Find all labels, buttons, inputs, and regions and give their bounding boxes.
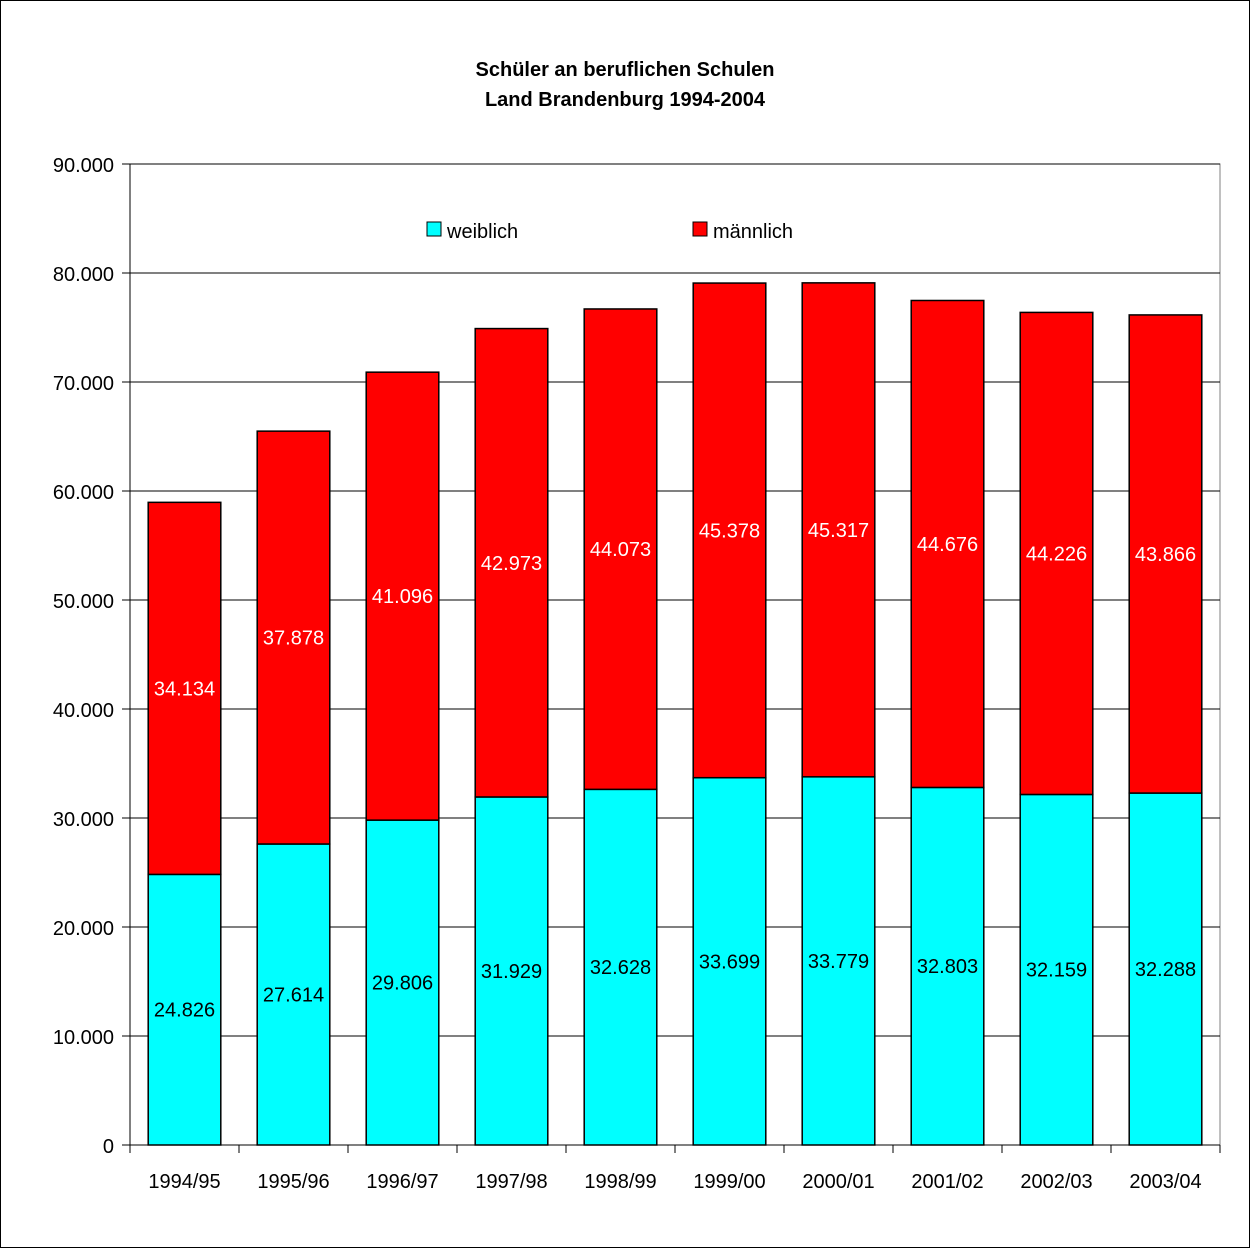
legend-swatch <box>426 221 442 237</box>
legend-label: männlich <box>713 221 793 243</box>
x-tick-label: 2000/01 <box>802 1171 874 1193</box>
bar-segment-weiblich <box>583 788 658 1146</box>
data-label: 44.226 <box>1026 543 1087 565</box>
data-label: 33.699 <box>699 951 760 973</box>
data-label: 31.929 <box>481 961 542 983</box>
data-label: 44.073 <box>590 539 651 561</box>
bar-segment-maennlich <box>583 308 658 791</box>
bar-segment-weiblich <box>1128 792 1203 1146</box>
bar-segment-weiblich <box>1019 793 1094 1146</box>
bar-segment-weiblich <box>147 873 222 1146</box>
data-label: 32.803 <box>917 956 978 978</box>
bar-segment-maennlich <box>801 282 876 778</box>
bar-segment-maennlich <box>692 282 767 779</box>
data-label: 32.159 <box>1026 960 1087 982</box>
y-tick-label: 30.000 <box>53 809 114 831</box>
bar-segment-weiblich <box>474 796 549 1146</box>
data-label: 42.973 <box>481 553 542 575</box>
axes: 0 10.000 20.000 30.000 40.000 50.000 60.000 70.… <box>53 155 1221 1193</box>
y-tick-label: 70.000 <box>53 373 114 395</box>
y-tick-label: 0 <box>103 1136 114 1158</box>
chart-title: Schüler an beruflichen Schulen <box>476 59 775 81</box>
data-label: 29.806 <box>372 973 433 995</box>
x-tick-label: 2002/03 <box>1020 1171 1092 1193</box>
y-tick-label: 50.000 <box>53 591 114 613</box>
x-tick-label: 2003/04 <box>1129 1171 1201 1193</box>
data-label: 32.288 <box>1135 959 1196 981</box>
data-label: 45.317 <box>808 520 869 542</box>
data-label: 45.378 <box>699 520 760 542</box>
y-tick-label: 80.000 <box>53 264 114 286</box>
x-tick-label: 1998/99 <box>584 1171 656 1193</box>
legend: weiblich männlich <box>426 221 793 243</box>
x-tick-label: 1997/98 <box>475 1171 547 1193</box>
data-label: 43.866 <box>1135 544 1196 566</box>
data-label: 24.826 <box>154 1000 215 1022</box>
data-label: 32.628 <box>590 957 651 979</box>
bar-segment-maennlich <box>1019 311 1094 796</box>
chart-subtitle: Land Brandenburg 1994-2004 <box>485 89 766 111</box>
x-tick-label: 1999/00 <box>693 1171 765 1193</box>
y-tick-label: 20.000 <box>53 918 114 940</box>
data-label: 37.878 <box>263 628 324 650</box>
data-label: 44.676 <box>917 534 978 556</box>
bar-segment-maennlich <box>147 501 222 876</box>
bars: 24.826 34.134 27.614 37.878 29.806 41.096 31.9… <box>147 282 1203 1146</box>
bar-segment-maennlich <box>474 327 549 798</box>
data-label: 33.779 <box>808 951 869 973</box>
y-tick-label: 90.000 <box>53 155 114 177</box>
data-label: 41.096 <box>372 586 433 608</box>
x-tick-label: 2001/02 <box>911 1171 983 1193</box>
bar-segment-maennlich <box>256 430 331 845</box>
data-label: 27.614 <box>263 985 324 1007</box>
bar-segment-maennlich <box>1128 314 1203 794</box>
y-tick-label: 10.000 <box>53 1027 114 1049</box>
data-label: 34.134 <box>154 678 215 700</box>
bar-segment-maennlich <box>365 371 440 821</box>
legend-label: weiblich <box>446 221 518 243</box>
bar-segment-weiblich <box>692 776 767 1146</box>
y-tick-label: 60.000 <box>53 482 114 504</box>
bar-segment-weiblich <box>801 776 876 1146</box>
bar-segment-weiblich <box>365 819 440 1146</box>
bar-segment-maennlich <box>910 299 985 789</box>
x-tick-label: 1994/95 <box>148 1171 220 1193</box>
x-tick-label: 1995/96 <box>257 1171 329 1193</box>
y-tick-label: 40.000 <box>53 700 114 722</box>
x-tick-label: 1996/97 <box>366 1171 438 1193</box>
legend-swatch <box>692 221 708 237</box>
